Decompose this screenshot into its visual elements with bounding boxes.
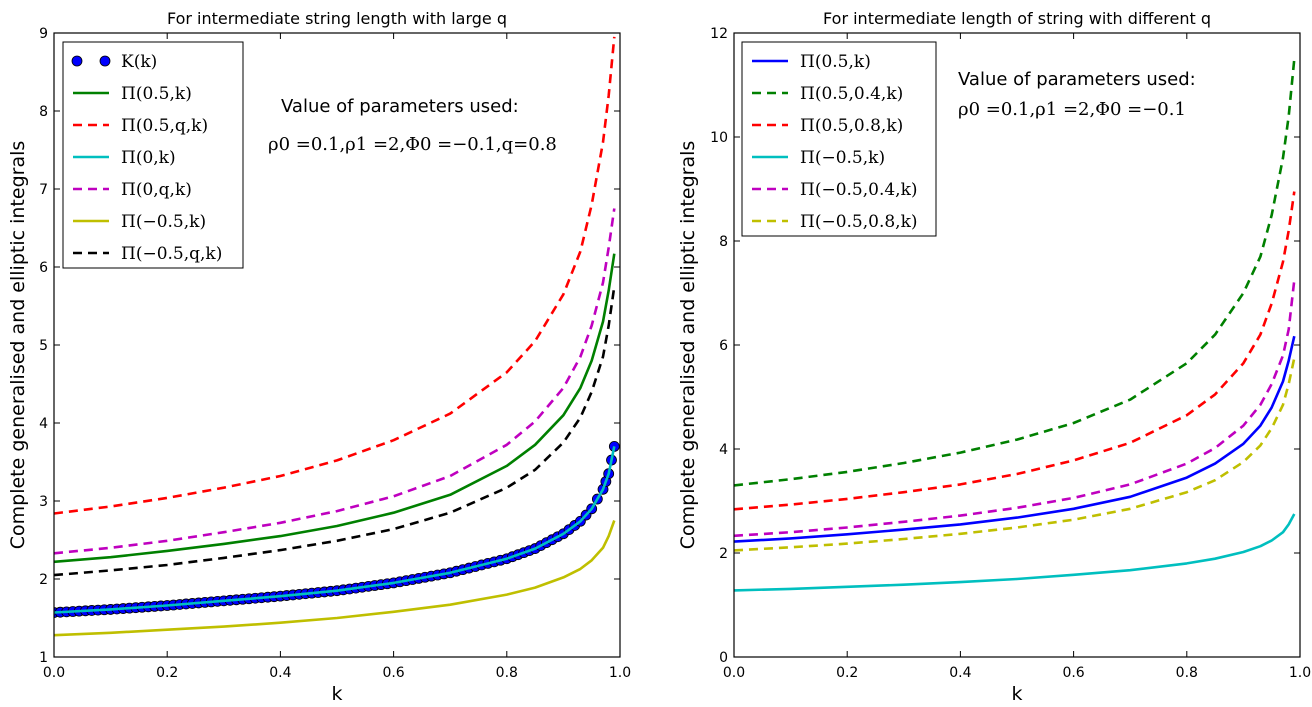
- legend-marker: [71, 55, 83, 67]
- chart-panel-1: For intermediate string length with larg…: [7, 9, 631, 705]
- y-tick-label: 5: [39, 338, 48, 354]
- legend-label: Π(0.5,q,k): [121, 116, 208, 136]
- x-tick-label: 0.2: [156, 665, 178, 681]
- x-tick-label: 0.4: [949, 665, 971, 681]
- chart-title: For intermediate string length with larg…: [167, 9, 507, 28]
- legend-label: Π(0,k): [121, 148, 176, 168]
- legend-box: [741, 41, 937, 237]
- legend: Π(0.5,k) Π(0.5,0.4,k) Π(0.5,0.8,k) Π(−0.5,k…: [741, 41, 937, 237]
- legend-entry: Π(−0.5,q,k): [73, 244, 222, 264]
- chart-panel-2: For intermediate length of string with d…: [677, 9, 1311, 705]
- series-line: [734, 335, 1296, 543]
- y-tick-label: 3: [39, 494, 48, 510]
- series-line: [54, 520, 616, 637]
- series-line: [54, 208, 616, 555]
- parameters-heading: Value of parameters used:: [281, 96, 519, 117]
- y-tick-label: 6: [719, 338, 728, 354]
- series-line: [54, 36, 616, 515]
- x-tick-label: 0.0: [43, 665, 65, 681]
- legend-label: Π(0.5,0.4,k): [800, 84, 903, 104]
- series-line: [54, 253, 616, 564]
- x-tick-label: 1.0: [1289, 665, 1311, 681]
- x-tick-label: 0.8: [496, 665, 518, 681]
- series-line: [734, 513, 1296, 592]
- parameters-values: ρ0 =0.1,ρ1 =2,Φ0 =−0.1: [958, 99, 1186, 120]
- y-tick-label: 8: [39, 104, 48, 120]
- x-tick-label: 0.0: [723, 665, 745, 681]
- legend-label: Π(−0.5,k): [121, 212, 206, 232]
- x-tick-label: 0.2: [836, 665, 858, 681]
- legend-label: Π(−0.5,0.4,k): [800, 180, 918, 200]
- legend-label: Π(0.5,k): [800, 52, 871, 72]
- y-tick-label: 8: [719, 234, 728, 250]
- legend-entry: Π(0.5,0.4,k): [752, 84, 903, 104]
- legend-entry: Π(0.5,0.8,k): [752, 116, 903, 136]
- x-tick-label: 0.8: [1176, 665, 1198, 681]
- plot-frame: [53, 32, 621, 658]
- x-tick-label: 0.4: [269, 665, 291, 681]
- y-tick-label: 9: [39, 26, 48, 42]
- legend-entry: Π(−0.5,k): [752, 148, 885, 168]
- series-group: [54, 36, 620, 637]
- series-line: [734, 58, 1296, 487]
- legend-label: K(k): [121, 52, 157, 72]
- chart-title: For intermediate length of string with d…: [823, 9, 1211, 28]
- series-line: [54, 286, 616, 577]
- series-line: [54, 446, 616, 614]
- y-tick-label: 4: [39, 416, 48, 432]
- legend-label: Π(−0.5,0.8,k): [800, 212, 918, 232]
- series-group: [734, 58, 1296, 592]
- y-tick-label: 0: [719, 650, 728, 666]
- series-line: [734, 279, 1296, 538]
- series-line: [734, 191, 1296, 511]
- y-tick-label: 10: [710, 130, 728, 146]
- y-tick-label: 4: [719, 442, 728, 458]
- y-axis-label: Complete generalised and elliptic integr…: [7, 141, 29, 550]
- y-tick-label: 1: [39, 650, 48, 666]
- y-tick-label: 7: [39, 182, 48, 198]
- legend-entry: Π(−0.5,0.4,k): [752, 180, 918, 200]
- legend-label: Π(0,q,k): [121, 180, 192, 200]
- parameters-heading: Value of parameters used:: [958, 69, 1196, 90]
- x-axis-label: k: [1011, 683, 1022, 705]
- legend-box: [62, 41, 244, 269]
- legend-entry: Π(−0.5,k): [73, 212, 206, 232]
- legend-entry: Π(0.5,k): [752, 52, 871, 72]
- y-tick-label: 2: [39, 572, 48, 588]
- y-tick-label: 2: [719, 546, 728, 562]
- legend-entry: K(k): [71, 52, 157, 72]
- legend-label: Π(0.5,0.8,k): [800, 116, 903, 136]
- plot-frame: [733, 32, 1301, 658]
- legend-label: Π(−0.5,k): [800, 148, 885, 168]
- parameters-values: ρ0 =0.1,ρ1 =2,Φ0 =−0.1,q=0.8: [268, 134, 557, 155]
- legend-entry: Π(0.5,q,k): [73, 116, 208, 136]
- series-line: [734, 357, 1296, 552]
- legend-entry: Π(−0.5,0.8,k): [752, 212, 918, 232]
- y-tick-label: 6: [39, 260, 48, 276]
- y-axis-label: Complete generalised and elliptic integr…: [677, 141, 699, 550]
- y-tick-label: 12: [710, 26, 728, 42]
- legend-marker: [99, 55, 111, 67]
- x-axis-label: k: [331, 683, 342, 705]
- legend-entry: Π(0,q,k): [73, 180, 192, 200]
- x-tick-label: 0.6: [382, 665, 404, 681]
- x-tick-label: 0.6: [1062, 665, 1084, 681]
- legend-entry: Π(0,k): [73, 148, 176, 168]
- legend-label: Π(0.5,k): [121, 84, 192, 104]
- legend-entry: Π(0.5,k): [73, 84, 192, 104]
- x-tick-label: 1.0: [609, 665, 631, 681]
- legend-label: Π(−0.5,q,k): [121, 244, 222, 264]
- legend: K(k) Π(0.5,k) Π(0.5,q,k) Π(0,k) Π(0,q,k) Π(−0…: [62, 41, 244, 269]
